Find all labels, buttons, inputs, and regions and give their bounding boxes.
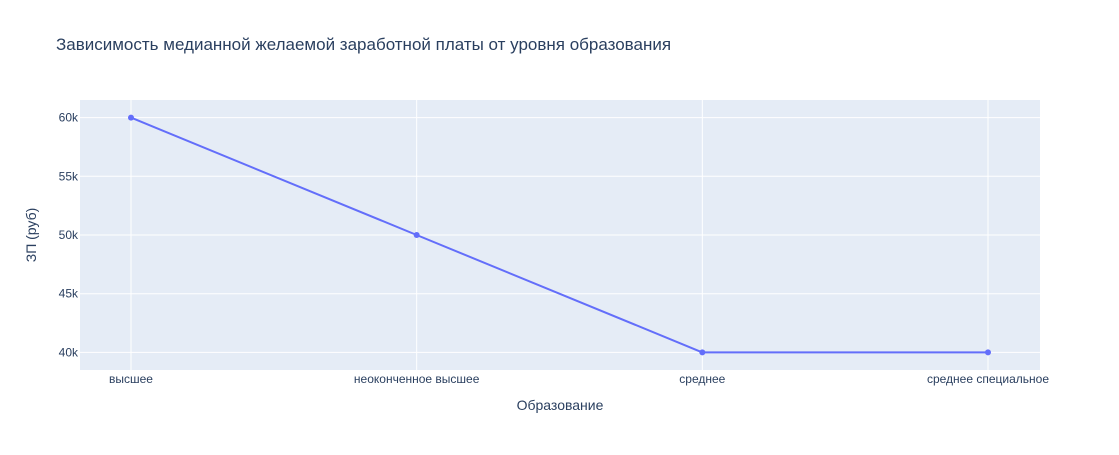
data-point[interactable] <box>413 232 420 238</box>
data-point[interactable] <box>985 349 991 356</box>
x-axis-ticks: высшее неоконченное высшее среднее среднее … <box>109 372 1049 386</box>
y-tick-label: 45k <box>59 287 79 301</box>
x-tick-label: неоконченное высшее <box>354 372 480 386</box>
chart-title: Зависимость медианной желаемой заработно… <box>56 35 671 54</box>
x-axis-title: Образование <box>517 397 604 413</box>
y-tick-label: 60k <box>59 111 79 125</box>
x-tick-label: высшее <box>109 372 153 386</box>
series-layer <box>128 114 991 356</box>
series-line <box>130 116 988 354</box>
y-axis-ticks: 40k 45k 50k 55k 60k <box>59 111 79 360</box>
y-tick-label: 55k <box>59 169 79 183</box>
x-tick-label: среднее специальное <box>927 372 1049 386</box>
y-tick-label: 40k <box>59 345 79 359</box>
y-tick-label: 50k <box>59 228 79 242</box>
x-tick-label: среднее <box>679 372 725 386</box>
data-point[interactable] <box>128 114 134 121</box>
data-point[interactable] <box>699 349 706 356</box>
y-axis-title: ЗП (руб) <box>23 208 39 263</box>
